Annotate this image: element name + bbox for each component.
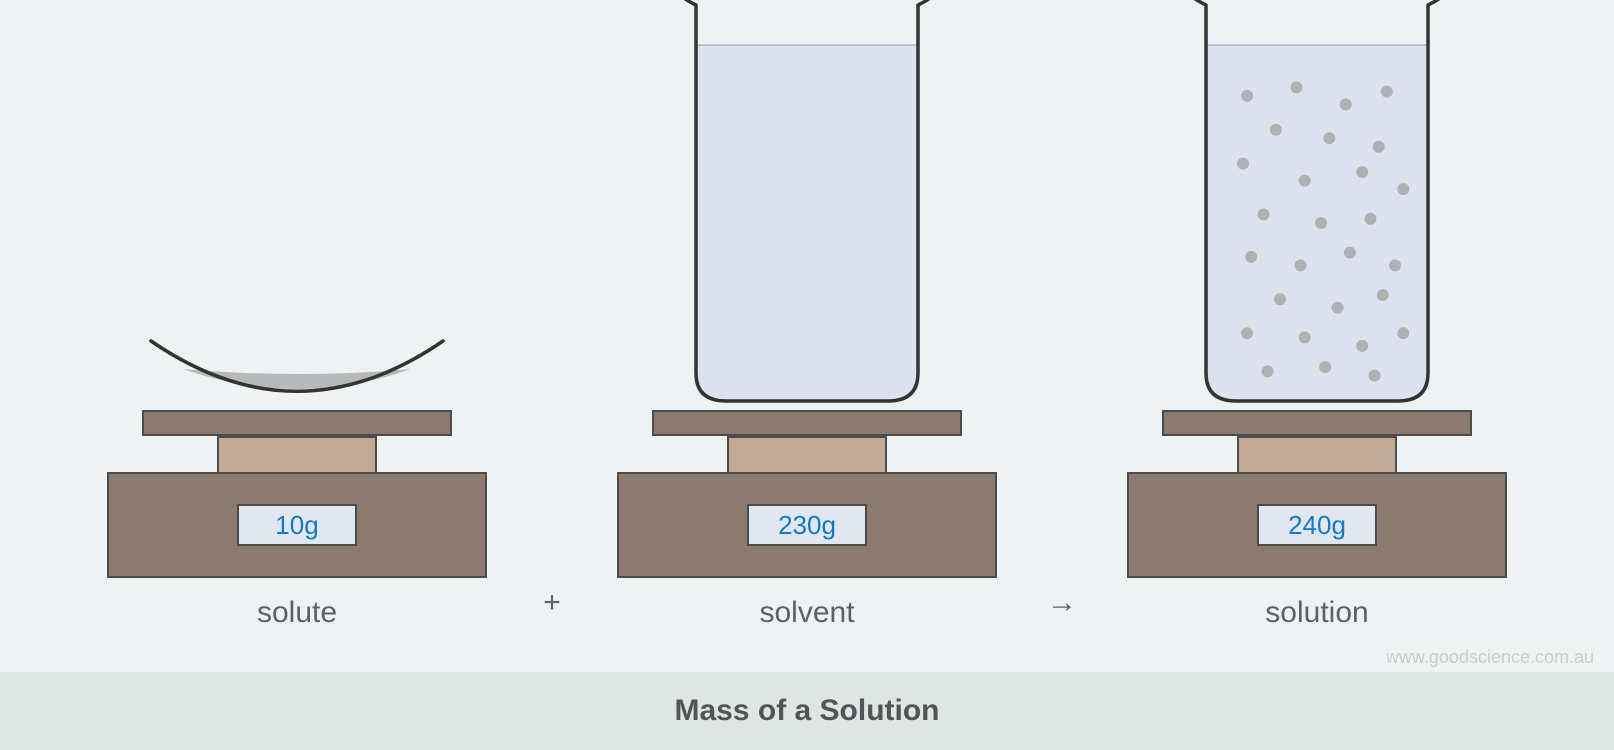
beaker-solvent-icon [672, 0, 942, 403]
plus-operator: + [507, 586, 597, 630]
scale-neck [217, 436, 377, 472]
scale-neck [727, 436, 887, 472]
watermark: www.goodscience.com.au [1386, 647, 1594, 668]
scale-base: 10g [107, 472, 487, 578]
solution-label: solution [1265, 596, 1368, 630]
scale-plate [1162, 410, 1472, 436]
scale-base: 240g [1127, 472, 1507, 578]
scale-solution: 240g [1127, 403, 1507, 578]
solute-cell: 10g solute [87, 323, 507, 630]
solvent-vessel [657, 0, 957, 403]
beaker-solution-icon [1182, 0, 1452, 403]
solute-vessel [147, 323, 447, 403]
scale-solute: 10g [107, 403, 487, 578]
watch-glass-icon [147, 333, 447, 403]
solution-vessel [1167, 0, 1467, 403]
scale-display-solvent: 230g [747, 504, 867, 546]
diagram-stage: 10g solute + 230g solvent → 240g [0, 0, 1614, 660]
solvent-label: solvent [759, 596, 854, 630]
solute-label: solute [257, 596, 337, 630]
scale-plate [652, 410, 962, 436]
solvent-cell: 230g solvent [597, 0, 1017, 630]
arrow-operator: → [1017, 586, 1107, 630]
solution-cell: 240g solution [1107, 0, 1527, 630]
scale-base: 230g [617, 472, 997, 578]
scale-neck [1237, 436, 1397, 472]
scale-display-solution: 240g [1257, 504, 1377, 546]
scale-solvent: 230g [617, 403, 997, 578]
scale-display-solute: 10g [237, 504, 357, 546]
title-bar: Mass of a Solution [0, 672, 1614, 750]
scale-plate [142, 410, 452, 436]
